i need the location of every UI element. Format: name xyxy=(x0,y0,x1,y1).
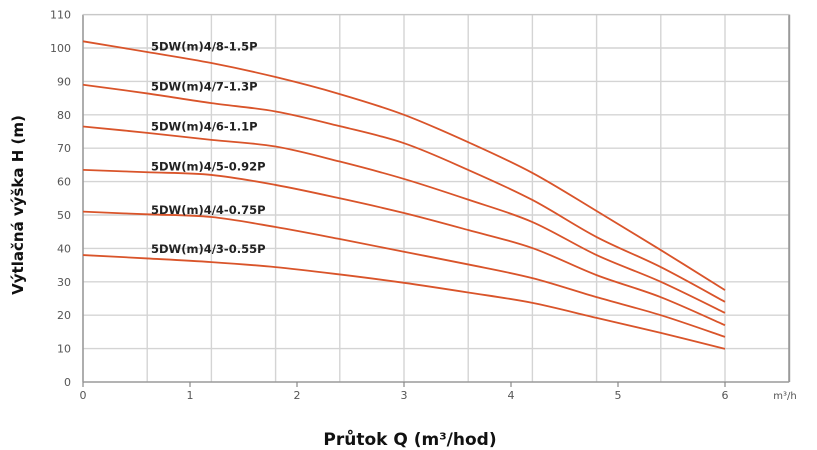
y-tick-label: 90 xyxy=(57,75,71,88)
y-tick-label: 110 xyxy=(50,9,71,22)
x-tick-label: 2 xyxy=(294,389,301,402)
x-axis-title: Průtok Q (m³/hod) xyxy=(323,430,497,450)
y-tick-label: 80 xyxy=(57,109,71,122)
x-tick-label: 1 xyxy=(187,389,194,402)
y-tick-label: 100 xyxy=(50,42,71,55)
x-tick-label: 3 xyxy=(401,389,408,402)
x-tick-label: 0 xyxy=(80,389,87,402)
pump-curve xyxy=(82,40,726,291)
curve-labels: 5DW(m)4/8-1.5P 5DW(m)4/7-1.3P 5DW(m)4/6-1.… xyxy=(151,39,266,256)
x-tick-label: 5 xyxy=(615,389,622,402)
x-tick-label: 6 xyxy=(722,389,729,402)
y-tick-label: 20 xyxy=(57,309,71,322)
y-tick-label: 50 xyxy=(57,209,71,222)
curve-label: 5DW(m)4/7-1.3P xyxy=(151,79,258,93)
pump-curve xyxy=(82,210,726,338)
pump-curve xyxy=(82,125,726,314)
y-tick-label: 30 xyxy=(57,276,71,289)
curve-label: 5DW(m)4/8-1.5P xyxy=(151,39,258,53)
curve-label: 5DW(m)4/5-0.92P xyxy=(151,160,266,174)
y-tick-label: 70 xyxy=(57,142,71,155)
y-axis-title: Výtlačná výška H (m) xyxy=(9,115,27,295)
axes: 0 10 20 30 40 50 60 70 80 90 100 110 0 1 2 3 4 5 6 m³/h xyxy=(50,9,797,402)
y-tick-label: 60 xyxy=(57,176,71,189)
x-unit-label: m³/h xyxy=(773,391,796,402)
x-tick-label: 4 xyxy=(508,389,515,402)
pump-curves xyxy=(82,40,726,350)
y-tick-label: 40 xyxy=(57,242,71,255)
pump-curve xyxy=(82,254,726,350)
pump-curve xyxy=(82,83,726,303)
curve-label: 5DW(m)4/4-0.75P xyxy=(151,203,266,217)
y-tick-label: 10 xyxy=(57,343,71,356)
grid-lines xyxy=(83,13,790,382)
curve-label: 5DW(m)4/6-1.1P xyxy=(151,119,258,133)
pump-curve xyxy=(82,169,726,327)
y-tick-label: 0 xyxy=(64,376,71,389)
curve-label: 5DW(m)4/3-0.55P xyxy=(151,242,266,256)
